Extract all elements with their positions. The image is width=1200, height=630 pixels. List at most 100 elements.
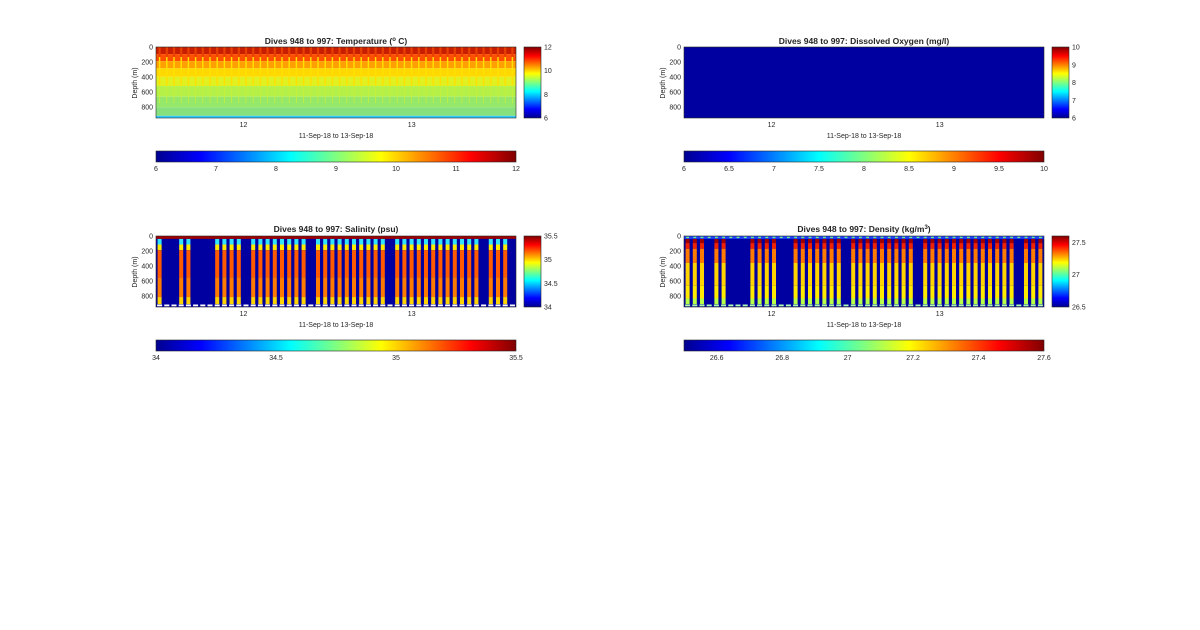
heatmap-cell	[1002, 298, 1007, 305]
heatmap-cell	[351, 238, 357, 245]
heatmap-cell	[829, 285, 834, 299]
heatmap-cell	[793, 262, 798, 286]
heatmap-cell	[923, 262, 928, 286]
heatmap-cell	[794, 236, 798, 239]
heatmap-cell	[973, 285, 978, 299]
heatmap-cell	[156, 54, 516, 62]
heatmap-cell	[973, 298, 978, 305]
heatmap-cell	[722, 236, 726, 239]
heatmap-cell	[786, 236, 790, 239]
heatmap-cell	[337, 244, 342, 251]
heatmap-cell	[294, 244, 299, 251]
heatmap-cell	[951, 285, 957, 299]
heatmap-cell	[156, 96, 516, 108]
heatmap-cell	[332, 85, 333, 104]
heatmap-cell	[750, 262, 755, 286]
colorbar-ticks: 6 7 8 9 10 11 12	[154, 166, 520, 173]
heatmap-cell	[475, 47, 478, 57]
heatmap-cell	[337, 250, 342, 278]
heatmap-cell	[771, 238, 777, 244]
heatmap-cell	[1009, 243, 1014, 249]
heatmap-cell	[707, 236, 711, 239]
heatmap-cell	[684, 47, 1044, 118]
heatmap-cell	[272, 277, 277, 298]
heatmap-cell	[359, 297, 364, 305]
heatmap-cell	[293, 304, 299, 307]
heatmap-cell	[359, 277, 364, 298]
heatmap-cell	[403, 56, 406, 86]
x-tick-label: 12	[240, 122, 248, 129]
heatmap-cell	[893, 304, 899, 307]
heatmap-cell	[757, 285, 762, 299]
heatmap-cell	[366, 277, 371, 298]
heatmap-cell	[973, 243, 978, 249]
heatmap-cell	[467, 277, 472, 298]
heatmap-cell	[373, 238, 378, 245]
heatmap-cell	[706, 304, 712, 307]
colorbar-tick-label: 6	[544, 116, 548, 123]
heatmap-cell	[915, 304, 921, 307]
heatmap-cell	[186, 250, 191, 278]
heatmap-cell	[894, 238, 899, 244]
heatmap-cell	[250, 304, 256, 307]
heatmap-cell	[366, 238, 371, 245]
heatmap-cell	[800, 262, 805, 286]
heatmap-cell	[482, 56, 485, 86]
heatmap-cell	[359, 238, 364, 245]
heatmap-cell	[238, 56, 240, 86]
heatmap-cell	[815, 285, 820, 299]
heatmap-cell	[851, 243, 856, 249]
heatmap-cell	[459, 238, 465, 245]
heatmap-cell	[158, 47, 161, 57]
heatmap-cell	[684, 236, 1044, 239]
heatmap-cell	[252, 47, 255, 57]
heatmap-cell	[1038, 298, 1043, 305]
panel-density: Dives 948 to 997: Density (kg/m3) 0 200 …	[660, 224, 1086, 362]
heatmap-cell	[337, 277, 342, 298]
y-tick-label: 0	[677, 234, 681, 241]
y-tick-label: 400	[669, 74, 681, 81]
heatmap-cell	[699, 285, 705, 299]
heatmap-cell	[771, 243, 777, 249]
heatmap-cell	[380, 238, 385, 245]
heatmap-cell	[511, 56, 514, 86]
colorbar-ticks: 10 9 8 7 6	[1072, 45, 1080, 123]
heatmap-cell	[959, 243, 964, 249]
colorbar-tick-label: 34	[544, 305, 552, 312]
heatmap-cell	[180, 85, 182, 104]
heatmap-cell	[156, 76, 516, 87]
heatmap-cell	[750, 238, 755, 244]
heatmap-cell	[358, 304, 364, 307]
y-axis-label: Depth (m)	[132, 67, 139, 98]
heatmap-cell	[237, 47, 240, 57]
heatmap-cell	[360, 47, 363, 57]
heatmap-cell	[351, 304, 357, 307]
heatmap-cell	[475, 56, 478, 86]
heatmap-cell	[194, 47, 197, 57]
heatmap-cell	[259, 47, 262, 57]
heatmap-cell	[771, 298, 777, 305]
colorbar-tick-label: 11	[452, 166, 459, 173]
heatmap-cell	[901, 262, 906, 286]
heatmap-cell	[511, 47, 514, 57]
heatmap-cell	[367, 47, 370, 57]
heatmap-cell	[402, 238, 407, 245]
heatmap-cell	[771, 248, 777, 263]
heatmap-cell	[351, 277, 357, 298]
heatmap-cell	[894, 285, 899, 299]
x-ticks: 12 13	[240, 122, 416, 129]
heatmap-cell	[267, 85, 268, 104]
heatmap-cell	[879, 238, 885, 244]
heatmap-cell	[281, 56, 283, 86]
heatmap-cell	[980, 285, 985, 299]
heatmap-cell	[330, 297, 335, 305]
heatmap-cell	[323, 238, 328, 245]
heatmap-cell	[923, 236, 927, 239]
heatmap-cell	[503, 250, 508, 278]
heatmap-cell	[229, 244, 234, 251]
heatmap-cell	[829, 243, 834, 249]
heatmap-cell	[215, 244, 220, 251]
heatmap-cell	[973, 304, 979, 307]
y-tick-label: 200	[141, 59, 153, 66]
